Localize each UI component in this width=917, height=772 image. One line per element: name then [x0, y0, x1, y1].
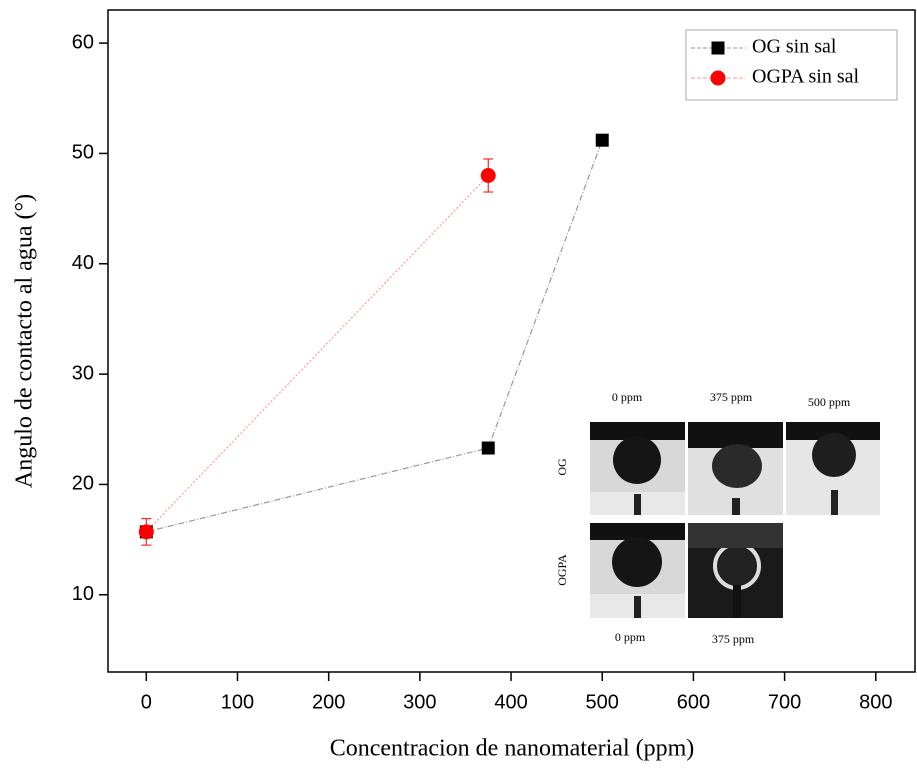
photo — [688, 523, 783, 618]
x-axis-label: Concentracion de nanomaterial (ppm) — [330, 736, 695, 762]
legend-marker — [710, 70, 726, 86]
inset-label: OGPA — [555, 554, 569, 586]
point — [595, 133, 609, 147]
x-tick-label: 600 — [677, 691, 710, 713]
inset-label: OG — [555, 458, 569, 476]
legend-label: OG sin sal — [752, 36, 837, 58]
photo — [688, 422, 783, 515]
y-tick-label: 40 — [72, 252, 94, 274]
x-tick-label: 800 — [859, 691, 892, 713]
series-line — [146, 139, 603, 533]
x-tick-label: 400 — [494, 691, 527, 713]
legend-label: OGPA sin sal — [752, 66, 860, 88]
series-line — [145, 175, 489, 533]
point — [481, 441, 495, 455]
y-tick-label: 30 — [72, 362, 94, 384]
y-tick-label: 10 — [72, 583, 94, 605]
y-tick-label: 50 — [72, 142, 94, 164]
x-tick-label: 300 — [403, 691, 436, 713]
photo — [590, 422, 685, 515]
photo — [590, 523, 685, 618]
inset-label: 0 ppm — [615, 630, 646, 644]
point — [138, 524, 154, 540]
y-tick-label: 20 — [72, 473, 94, 495]
x-tick-label: 0 — [141, 691, 152, 713]
point — [480, 168, 496, 183]
inset-label: 500 ppm — [808, 395, 851, 409]
inset-photos: 0 ppm 375 ppm 500 ppm OG OGPA 0 ppm 375 … — [555, 390, 880, 646]
x-tick-label: 700 — [768, 691, 801, 713]
plot-frame — [107, 9, 916, 673]
x-tick-label: 500 — [586, 691, 619, 713]
inset-label: 375 ppm — [712, 632, 755, 646]
legend-marker — [711, 41, 725, 55]
x-tick-label: 200 — [312, 691, 345, 713]
photo — [786, 422, 880, 515]
inset-label: 375 ppm — [710, 390, 753, 404]
y-tick-label: 60 — [72, 31, 94, 53]
x-tick-label: 100 — [221, 691, 254, 713]
y-axis-label: Angulo de contacto al agua (°) — [12, 194, 38, 488]
inset-label: 0 ppm — [612, 390, 643, 404]
